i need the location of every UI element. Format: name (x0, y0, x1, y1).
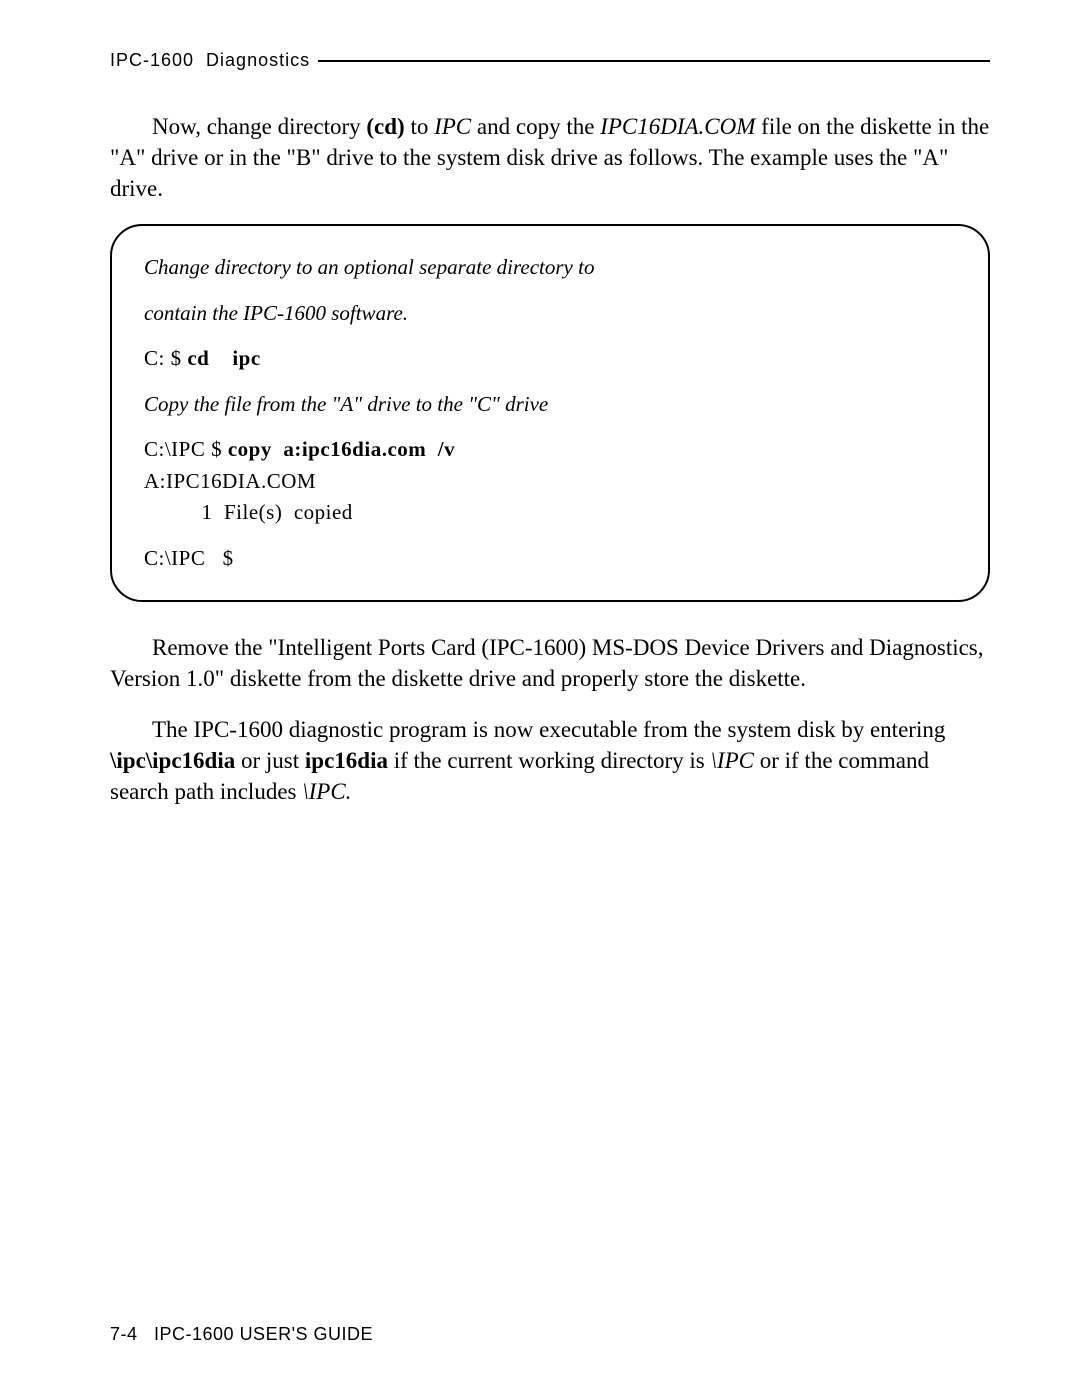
p3-h: \IPC. (302, 779, 351, 804)
term-cmd2: copy a:ipc16dia.com /v (228, 437, 455, 461)
term-cmd1-b: ipc (209, 346, 260, 370)
p1-c: to (405, 114, 434, 139)
p1-d: IPC (434, 114, 471, 139)
p3-e: if the current working directory is (388, 748, 711, 773)
term-cmd-2: C:\IPC $ copy a:ipc16dia.com /v (144, 434, 956, 466)
terminal-box: Change directory to an optional separate… (110, 224, 990, 602)
p3-c: or just (235, 748, 305, 773)
p3-b: \ipc\ipc16dia (110, 748, 235, 773)
p1-e: and copy the (471, 114, 600, 139)
header-text: IPC-1600 Diagnostics (110, 50, 310, 71)
p1-a: Now, change directory (152, 114, 366, 139)
page-header: IPC-1600 Diagnostics (110, 50, 990, 71)
p1-f: IPC16DIA.COM (600, 114, 755, 139)
page-footer: 7-4 IPC-1600 USER'S GUIDE (110, 1324, 373, 1345)
term-cmd-1: C: $ cd ipc (144, 343, 956, 375)
term-comment-1b: contain the IPC-1600 software. (144, 298, 956, 330)
header-rule (318, 60, 990, 62)
p1-b: (cd) (366, 114, 404, 139)
term-cmd1-a: cd (187, 346, 209, 370)
paragraph-3: The IPC-1600 diagnostic program is now e… (110, 714, 990, 807)
p3-f: \IPC (711, 748, 754, 773)
term-out-3: C:\IPC $ (144, 543, 956, 575)
term-out-2: 1 File(s) copied (144, 497, 956, 529)
term-out-1: A:IPC16DIA.COM (144, 466, 956, 498)
paragraph-1: Now, change directory (cd) to IPC and co… (110, 111, 990, 204)
term-cmd1-prompt: C: $ (144, 346, 187, 370)
term-comment-1a: Change directory to an optional separate… (144, 252, 956, 284)
paragraph-2: Remove the "Intelligent Ports Card (IPC-… (110, 632, 990, 694)
term-cmd2-prompt: C:\IPC $ (144, 437, 228, 461)
p3-a: The IPC-1600 diagnostic program is now e… (152, 717, 945, 742)
term-comment-2: Copy the file from the "A" drive to the … (144, 389, 956, 421)
p3-d: ipc16dia (305, 748, 388, 773)
